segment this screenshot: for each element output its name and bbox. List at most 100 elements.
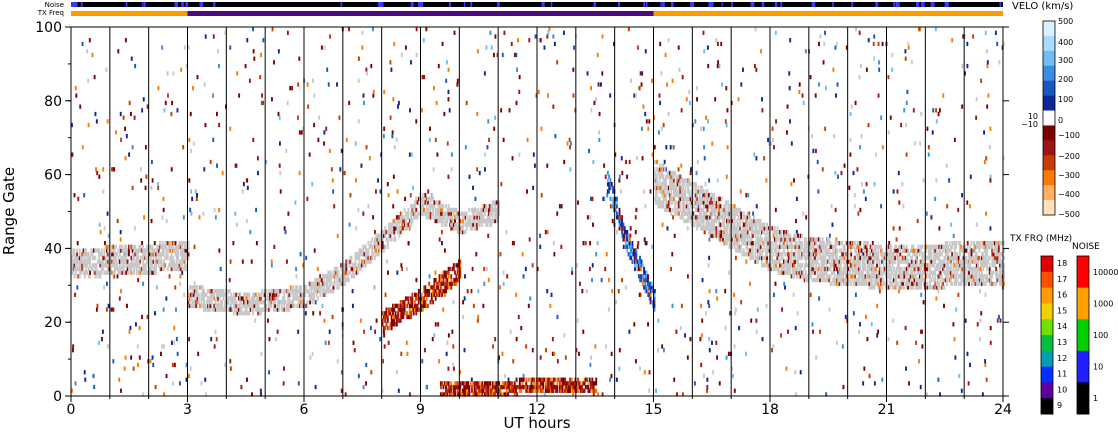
data-point bbox=[372, 93, 375, 98]
data-point bbox=[386, 237, 389, 242]
data-point bbox=[744, 237, 747, 242]
data-point bbox=[750, 244, 753, 249]
data-point bbox=[913, 270, 916, 275]
data-point bbox=[823, 255, 825, 261]
data-point bbox=[441, 215, 444, 220]
data-point bbox=[942, 266, 945, 272]
data-point bbox=[267, 288, 270, 294]
data-point bbox=[160, 259, 163, 264]
data-point bbox=[392, 218, 394, 224]
data-point bbox=[876, 281, 879, 286]
data-point bbox=[223, 303, 226, 309]
noise-strip-tick bbox=[750, 2, 755, 7]
data-point bbox=[116, 252, 119, 257]
data-point bbox=[364, 259, 367, 264]
data-point bbox=[160, 244, 163, 249]
data-point bbox=[292, 288, 295, 294]
data-point bbox=[268, 336, 271, 342]
data-point bbox=[476, 218, 479, 224]
data-point bbox=[869, 274, 872, 279]
data-point bbox=[130, 56, 133, 61]
data-point bbox=[758, 229, 761, 235]
data-point bbox=[878, 67, 881, 72]
data-point bbox=[406, 211, 409, 216]
data-point bbox=[112, 167, 115, 172]
data-point bbox=[131, 145, 134, 150]
data-point bbox=[636, 45, 639, 50]
data-point bbox=[469, 222, 472, 227]
data-point bbox=[323, 288, 326, 294]
data-point bbox=[895, 248, 898, 253]
data-point bbox=[138, 263, 141, 268]
data-point bbox=[297, 82, 300, 87]
data-point bbox=[865, 181, 868, 187]
data-point bbox=[107, 266, 110, 272]
data-point bbox=[661, 163, 664, 168]
data-point bbox=[854, 241, 857, 246]
data-point bbox=[520, 325, 523, 331]
data-point bbox=[781, 307, 784, 312]
data-point bbox=[766, 252, 769, 257]
data-point bbox=[902, 285, 904, 290]
data-point bbox=[640, 126, 643, 131]
data-point bbox=[870, 322, 873, 327]
data-point bbox=[776, 266, 779, 272]
data-point bbox=[363, 100, 366, 106]
data-point bbox=[804, 277, 807, 283]
data-point bbox=[922, 178, 925, 183]
data-point bbox=[742, 229, 745, 235]
data-point bbox=[939, 252, 942, 257]
data-point bbox=[789, 244, 792, 249]
data-point bbox=[825, 252, 828, 257]
data-point bbox=[920, 285, 923, 290]
data-point bbox=[595, 252, 598, 257]
data-point bbox=[896, 281, 899, 286]
data-point bbox=[460, 229, 463, 235]
data-point bbox=[671, 252, 674, 257]
data-point bbox=[723, 207, 726, 213]
data-point bbox=[293, 292, 296, 297]
data-point bbox=[125, 259, 128, 264]
data-point bbox=[845, 277, 847, 283]
data-point bbox=[808, 259, 811, 264]
data-point bbox=[463, 229, 466, 235]
data-point bbox=[239, 311, 242, 316]
data-point bbox=[654, 196, 657, 202]
data-point bbox=[511, 156, 514, 161]
data-point bbox=[856, 244, 859, 249]
data-point bbox=[307, 104, 310, 109]
data-point bbox=[917, 266, 920, 272]
data-point bbox=[731, 218, 734, 224]
noise-strip-tick bbox=[780, 2, 783, 7]
data-point bbox=[582, 329, 585, 334]
data-point bbox=[834, 263, 837, 268]
data-point bbox=[289, 288, 292, 294]
data-point bbox=[687, 215, 690, 220]
data-point bbox=[256, 296, 258, 301]
data-point bbox=[954, 355, 957, 360]
data-point bbox=[347, 27, 350, 32]
data-point bbox=[386, 270, 389, 275]
data-point bbox=[526, 189, 528, 194]
data-point bbox=[265, 159, 268, 165]
data-point bbox=[252, 303, 255, 309]
data-point bbox=[744, 241, 747, 246]
data-point bbox=[392, 174, 395, 179]
data-point bbox=[161, 263, 164, 268]
data-point bbox=[746, 211, 749, 216]
data-point bbox=[119, 111, 122, 117]
data-point bbox=[134, 259, 137, 264]
data-point bbox=[328, 270, 331, 275]
data-point bbox=[873, 285, 876, 290]
data-point bbox=[918, 27, 921, 32]
data-point bbox=[291, 285, 293, 290]
data-point bbox=[870, 248, 873, 253]
data-point bbox=[760, 229, 763, 235]
noise-strip-tick bbox=[893, 2, 895, 7]
data-point bbox=[680, 178, 683, 183]
data-point bbox=[754, 241, 757, 246]
data-point bbox=[855, 27, 857, 32]
data-point bbox=[139, 244, 142, 249]
data-point bbox=[854, 277, 857, 283]
data-point bbox=[477, 207, 480, 213]
